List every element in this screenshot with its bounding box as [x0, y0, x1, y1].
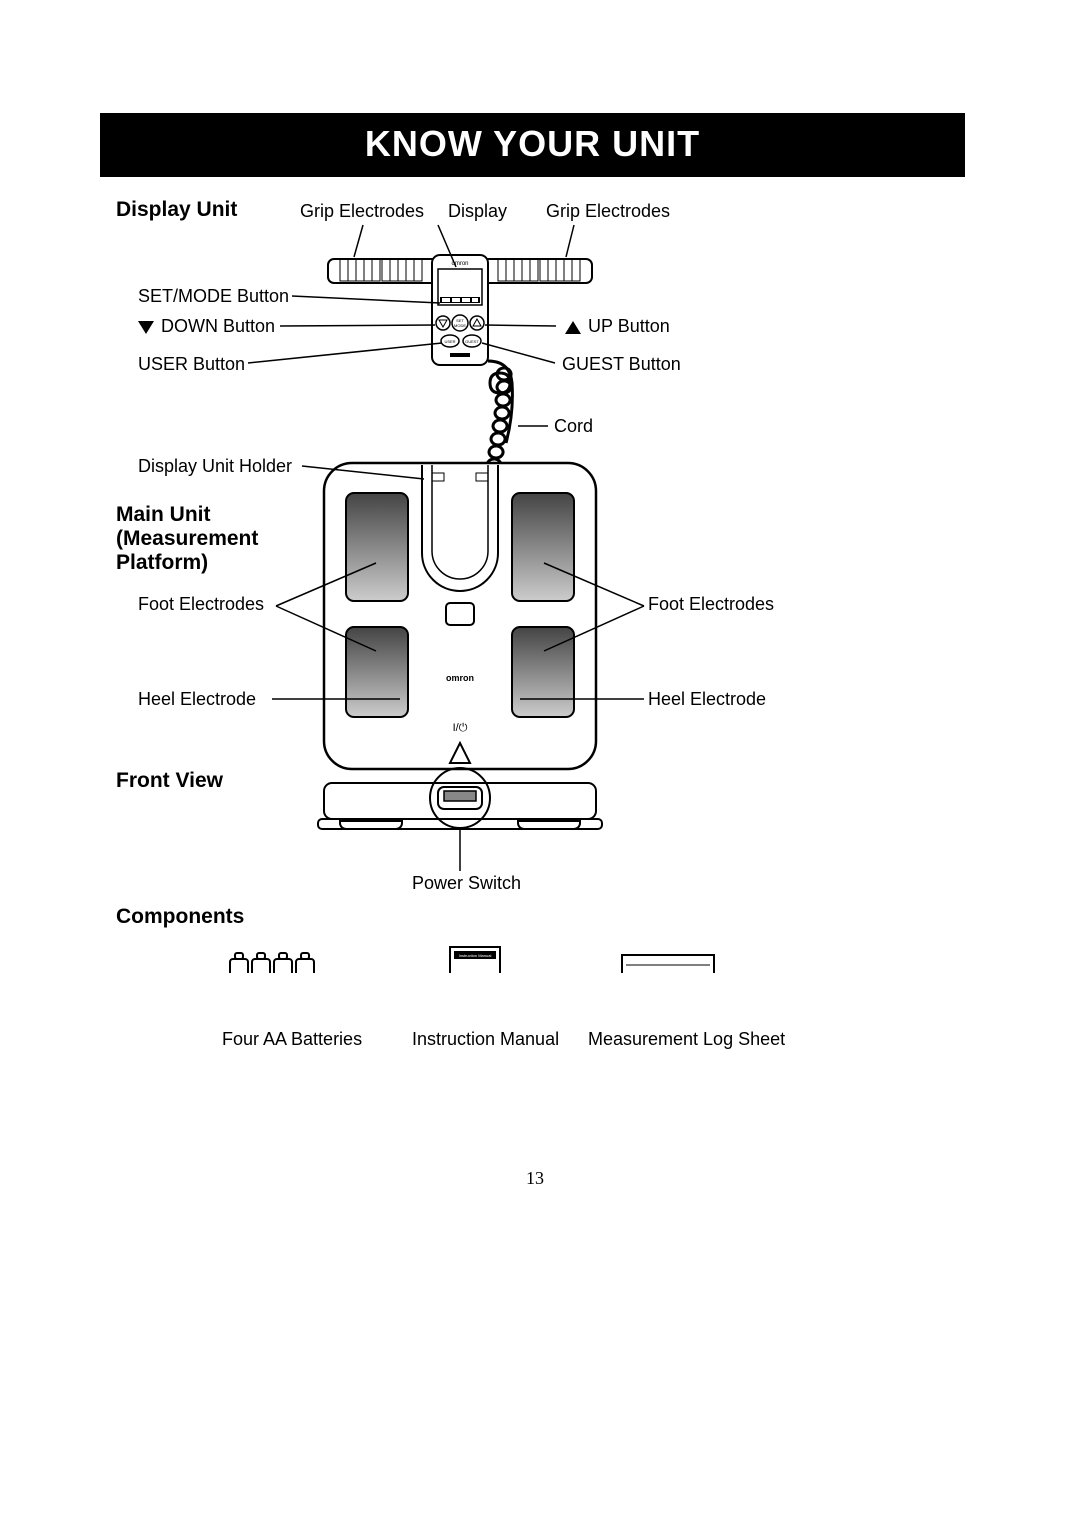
label-batteries: Four AA Batteries — [222, 1029, 362, 1050]
svg-text:omron: omron — [446, 673, 474, 683]
label-log: Measurement Log Sheet — [588, 1029, 785, 1050]
svg-text:USER: USER — [444, 339, 455, 344]
page-title: KNOW YOUR UNIT — [100, 113, 965, 177]
label-manual: Instruction Manual — [412, 1029, 559, 1050]
manual-icon: Instruction Manual — [450, 947, 500, 973]
log-sheet-icon — [622, 955, 714, 973]
svg-text:I/⏻: I/⏻ — [453, 722, 468, 734]
batteries-icon — [230, 953, 314, 973]
svg-text:Instruction Manual: Instruction Manual — [459, 953, 492, 958]
svg-text:MODE: MODE — [454, 323, 466, 328]
front-view-drawing — [318, 768, 602, 829]
page-number: 13 — [526, 1168, 544, 1189]
svg-text:GUEST: GUEST — [465, 339, 479, 344]
unit-diagram: omron SET MODE USER GUEST — [100, 183, 965, 973]
